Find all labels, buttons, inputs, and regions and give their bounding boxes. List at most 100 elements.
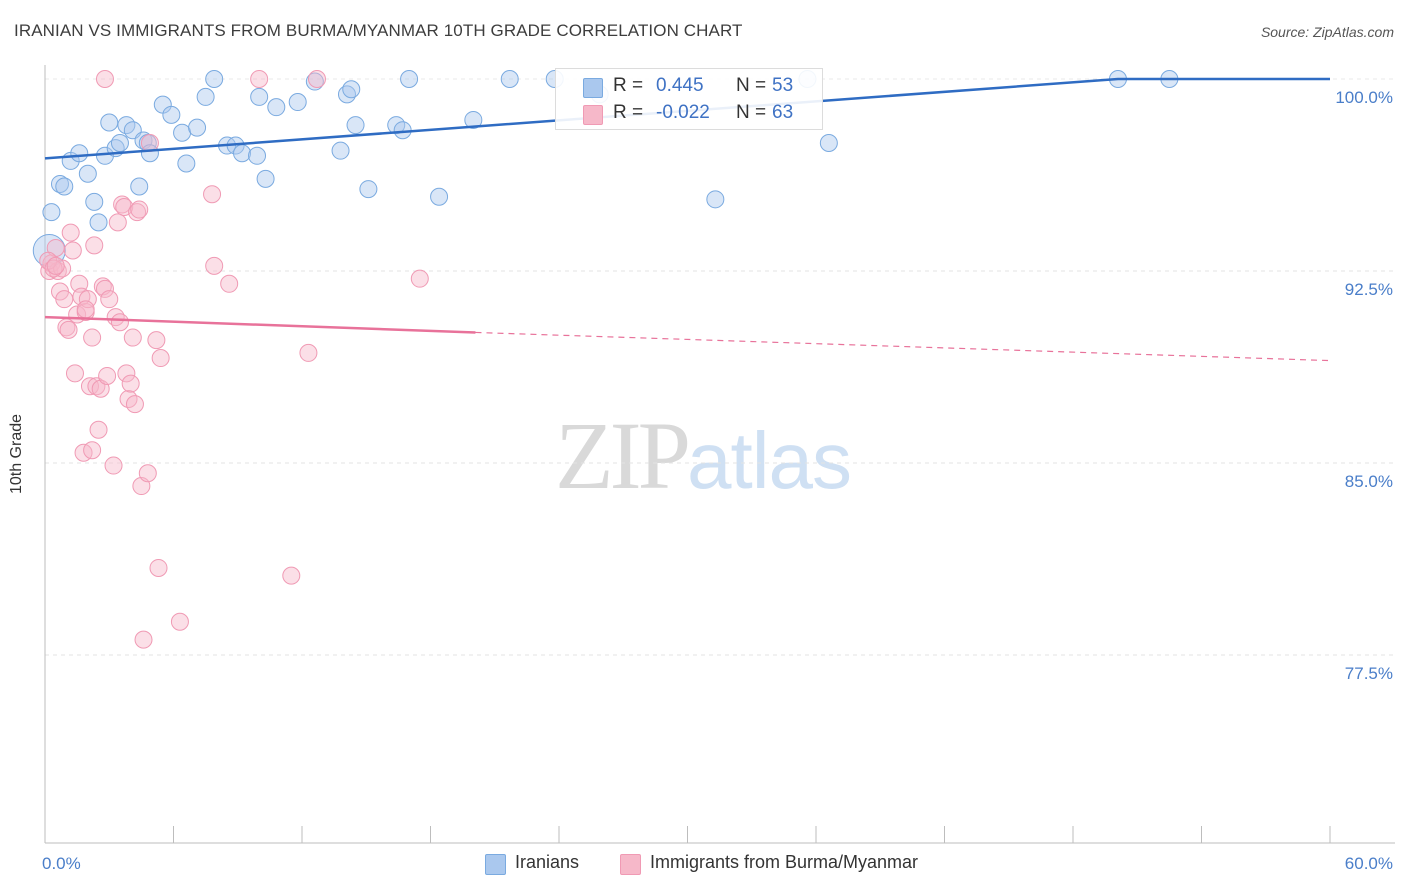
iranians-point xyxy=(85,192,104,211)
burma-point xyxy=(98,366,117,385)
iranians-point xyxy=(342,80,361,99)
series-legend-swatch-iranians xyxy=(485,854,506,875)
burma-point xyxy=(95,279,114,298)
burma-point xyxy=(100,290,119,309)
source-label: Source: ZipAtlas.com xyxy=(1260,24,1394,40)
legend-n-value: 53 xyxy=(772,75,794,96)
burma-point xyxy=(46,256,65,275)
burma-point xyxy=(123,328,142,347)
burma-trend-line xyxy=(44,315,476,334)
iranians-point xyxy=(140,144,159,163)
burma-point xyxy=(149,558,168,577)
iranians-point xyxy=(331,141,350,160)
burma-point xyxy=(205,256,224,275)
burma-point xyxy=(282,566,301,585)
y-tick-label: 92.5% xyxy=(1345,280,1393,299)
legend-row-burma: R = -0.022 N = 63 xyxy=(556,102,822,128)
chart-title: IRANIAN VS IMMIGRANTS FROM BURMA/MYANMAR… xyxy=(14,21,743,40)
iranians-point xyxy=(162,105,181,124)
burma-point xyxy=(410,269,429,288)
iranians-point xyxy=(359,180,378,199)
x-tick-label: 0.0% xyxy=(42,854,81,873)
iranians-point xyxy=(393,121,412,140)
y-tick-label: 100.0% xyxy=(1335,88,1393,107)
burma-point xyxy=(130,200,149,219)
burma-point xyxy=(147,331,166,350)
iranians-point xyxy=(196,87,215,106)
burma-point xyxy=(95,70,114,88)
iranians-point xyxy=(346,116,365,135)
burma-point xyxy=(220,274,239,293)
iranians-point xyxy=(464,110,483,129)
burma-point xyxy=(134,630,153,649)
legend-n-label: N = xyxy=(736,102,767,123)
legend-r-label: R = xyxy=(613,102,644,123)
legend-n-label: N = xyxy=(736,75,767,96)
burma-point xyxy=(76,300,95,319)
iranians-point xyxy=(42,203,61,222)
burma-point xyxy=(65,364,84,383)
iranians-point xyxy=(256,169,275,188)
burma-point xyxy=(63,241,82,260)
legend-row-iranians: R = 0.445 N = 53 xyxy=(556,75,822,101)
burma-point xyxy=(80,377,99,396)
iranians-point xyxy=(250,87,269,106)
burma-point xyxy=(104,456,123,475)
iranians-point xyxy=(55,177,74,196)
burma-trend-line-dashed xyxy=(475,331,1331,362)
iranians-point xyxy=(205,70,224,88)
burma-point xyxy=(299,343,318,362)
burma-point xyxy=(128,203,147,222)
burma-point xyxy=(89,420,108,439)
legend-swatch-iranians xyxy=(583,78,603,98)
burma-point xyxy=(59,320,78,339)
iranians-point xyxy=(706,190,725,209)
legend-n-value: 63 xyxy=(772,102,794,123)
iranians-point xyxy=(819,134,838,152)
iranians-point xyxy=(248,146,267,165)
iranians-point xyxy=(267,98,286,117)
burma-point xyxy=(44,259,63,278)
iranians-point xyxy=(70,144,89,163)
burma-point xyxy=(113,195,132,214)
iranians-point xyxy=(233,144,252,163)
burma-point xyxy=(61,223,80,242)
y-tick-label: 85.0% xyxy=(1345,472,1393,491)
correlation-legend: R = 0.445 N = 53 R = -0.022 N = 63 xyxy=(555,68,823,130)
iranians-point xyxy=(78,164,97,183)
legend-r-value: -0.022 xyxy=(656,102,710,123)
iranians-point xyxy=(430,187,449,206)
iranians-point xyxy=(32,234,66,268)
burma-point xyxy=(110,313,129,332)
iranians-point xyxy=(500,70,519,88)
series-legend-swatch-burma xyxy=(620,854,641,875)
burma-point xyxy=(151,349,170,368)
burma-point xyxy=(55,290,74,309)
burma-point xyxy=(83,441,102,460)
burma-point xyxy=(203,185,222,204)
series-legend: Iranians Immigrants from Burma/Myanmar xyxy=(0,852,1406,878)
series-legend-label: Immigrants from Burma/Myanmar xyxy=(650,852,919,872)
legend-r-label: R = xyxy=(613,75,644,96)
iranians-point xyxy=(288,93,307,112)
burma-point xyxy=(138,464,157,483)
iranians-point xyxy=(89,213,108,232)
burma-point xyxy=(117,364,136,383)
iranians-trend-line xyxy=(44,77,1330,160)
iranians-point xyxy=(130,177,149,196)
iranians-point xyxy=(110,134,129,152)
iranians-point xyxy=(400,70,419,88)
legend-swatch-burma xyxy=(583,105,603,125)
iranians-point xyxy=(173,123,192,142)
iranians-point xyxy=(188,118,207,137)
iranians-point xyxy=(100,113,119,132)
burma-point xyxy=(83,328,102,347)
y-tick-label: 77.5% xyxy=(1345,664,1393,683)
burma-point xyxy=(307,70,326,88)
iranians-point xyxy=(305,72,324,91)
burma-point xyxy=(125,395,144,414)
iranians-point xyxy=(177,154,196,173)
burma-point xyxy=(85,236,104,255)
legend-r-value: 0.445 xyxy=(656,75,704,96)
